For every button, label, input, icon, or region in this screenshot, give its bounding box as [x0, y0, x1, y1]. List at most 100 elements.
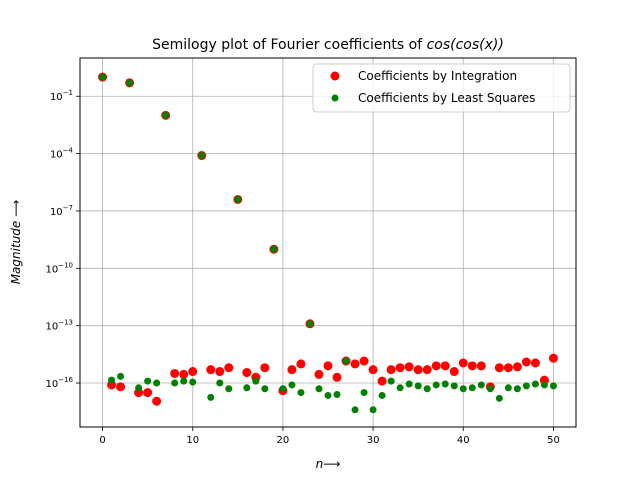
y-tick-exponent: −10 — [58, 261, 73, 269]
integration-point — [422, 365, 432, 375]
legend-marker-least-squares — [331, 94, 339, 102]
legend-label-integration: Coefficients by Integration — [358, 69, 517, 83]
least-squares-point — [171, 379, 179, 387]
least-squares-point — [279, 385, 287, 393]
least-squares-point — [450, 382, 458, 390]
least-squares-point — [243, 384, 251, 392]
least-squares-point — [252, 377, 260, 385]
y-tick-exponent: −1 — [63, 89, 73, 97]
integration-point — [494, 363, 504, 373]
chart-title-math: cos(cos(x)) — [427, 37, 504, 53]
integration-point — [467, 361, 477, 371]
least-squares-point — [459, 385, 467, 393]
integration-point — [206, 365, 216, 375]
least-squares-point — [495, 394, 503, 402]
integration-point — [368, 365, 378, 375]
y-tick-exponent: −7 — [63, 204, 73, 212]
integration-point — [548, 353, 558, 363]
least-squares-point — [198, 152, 206, 160]
integration-point — [386, 365, 396, 375]
y-tick-exponent: −16 — [58, 376, 73, 384]
integration-point — [242, 368, 252, 378]
least-squares-point — [342, 357, 350, 365]
least-squares-point — [549, 382, 557, 390]
least-squares-point — [522, 382, 530, 390]
integration-point — [188, 367, 198, 377]
integration-point — [287, 365, 297, 375]
least-squares-point — [225, 385, 233, 393]
least-squares-point — [315, 385, 323, 393]
least-squares-point — [324, 391, 332, 399]
x-axis-label: n⟶ — [316, 457, 341, 471]
chart-title-prefix: Semilogy plot of Fourier coefficients of — [152, 37, 426, 53]
chart-title: Semilogy plot of Fourier coefficients of… — [152, 37, 504, 53]
x-tick-label: 10 — [186, 435, 199, 446]
integration-point — [359, 356, 369, 366]
x-tick-label: 50 — [547, 435, 560, 446]
least-squares-point — [234, 195, 242, 203]
integration-point — [260, 363, 270, 373]
integration-point — [296, 359, 306, 369]
integration-point — [323, 361, 333, 371]
legend-box — [312, 63, 571, 113]
least-squares-point — [306, 320, 314, 328]
least-squares-point — [387, 377, 395, 385]
least-squares-point — [144, 377, 152, 385]
least-squares-point — [297, 389, 305, 397]
least-squares-point — [108, 376, 116, 384]
least-squares-point — [99, 73, 107, 81]
least-squares-point — [378, 391, 386, 399]
least-squares-point — [126, 79, 134, 87]
least-squares-point — [468, 384, 476, 392]
integration-point — [332, 372, 342, 382]
least-squares-point — [135, 384, 143, 392]
integration-point — [143, 388, 153, 398]
least-squares-point — [486, 385, 494, 393]
integration-point — [449, 367, 459, 377]
legend-label-least-squares: Coefficients by Least Squares — [358, 91, 535, 105]
least-squares-point — [162, 111, 170, 119]
integration-point — [170, 368, 180, 378]
integration-point — [152, 396, 162, 406]
least-squares-point — [540, 381, 548, 389]
least-squares-point — [207, 393, 215, 401]
least-squares-point — [153, 379, 161, 387]
least-squares-point — [261, 385, 269, 393]
least-squares-point — [333, 390, 341, 398]
least-squares-point — [504, 384, 512, 392]
integration-point — [476, 361, 486, 371]
legend: Coefficients by Integration Coefficients… — [312, 63, 571, 113]
x-tick-label: 40 — [457, 435, 470, 446]
plot-area — [80, 58, 576, 427]
integration-point — [377, 376, 387, 386]
integration-point — [530, 358, 540, 368]
least-squares-point — [405, 380, 413, 388]
x-tick-label: 20 — [277, 435, 290, 446]
least-squares-point — [216, 379, 224, 387]
least-squares-point — [531, 380, 539, 388]
least-squares-point — [180, 377, 188, 385]
y-axis-label: Magnitude ⟶ — [9, 200, 23, 285]
least-squares-point — [396, 384, 404, 392]
least-squares-point — [369, 406, 377, 414]
integration-point — [215, 367, 225, 377]
grid — [80, 58, 576, 427]
axes-frame — [79, 57, 577, 428]
least-squares-point — [414, 382, 422, 390]
least-squares-point — [288, 381, 296, 389]
integration-point — [350, 359, 360, 369]
integration-point — [404, 362, 414, 372]
x-tick-label: 0 — [99, 435, 105, 446]
x-axis-ticks: 0 10 20 30 40 50 — [99, 427, 560, 446]
integration-point — [521, 357, 531, 367]
integration-point — [116, 382, 126, 392]
least-squares-point — [270, 245, 278, 253]
legend-marker-integration — [330, 71, 340, 81]
integration-point — [431, 361, 441, 371]
y-tick-exponent: −4 — [63, 147, 74, 155]
least-squares-point — [189, 378, 197, 386]
integration-point — [314, 369, 324, 379]
integration-point — [503, 363, 513, 373]
